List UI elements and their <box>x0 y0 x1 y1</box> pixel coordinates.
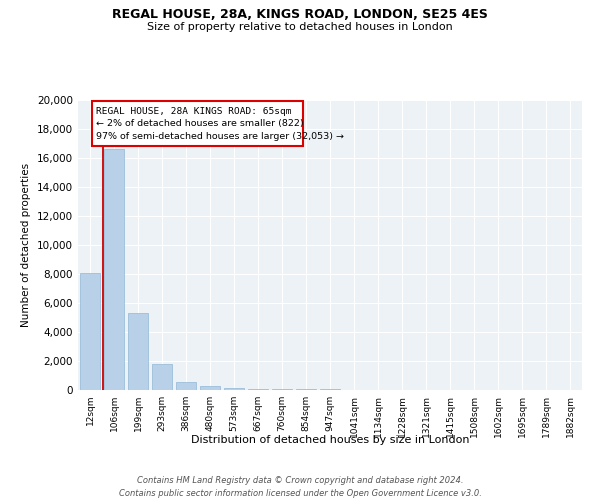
Bar <box>224 388 244 390</box>
Bar <box>248 388 268 390</box>
Text: Distribution of detached houses by size in London: Distribution of detached houses by size … <box>191 435 469 445</box>
Text: Contains HM Land Registry data © Crown copyright and database right 2024.
Contai: Contains HM Land Registry data © Crown c… <box>119 476 481 498</box>
Text: 97% of semi-detached houses are larger (32,053) →: 97% of semi-detached houses are larger (… <box>95 132 344 141</box>
Bar <box>80 272 100 390</box>
Bar <box>200 386 220 390</box>
Y-axis label: Number of detached properties: Number of detached properties <box>22 163 31 327</box>
Bar <box>152 364 172 390</box>
Text: ← 2% of detached houses are smaller (822): ← 2% of detached houses are smaller (822… <box>95 120 303 128</box>
Bar <box>176 382 196 390</box>
Bar <box>272 389 292 390</box>
Text: REGAL HOUSE, 28A, KINGS ROAD, LONDON, SE25 4ES: REGAL HOUSE, 28A, KINGS ROAD, LONDON, SE… <box>112 8 488 20</box>
FancyBboxPatch shape <box>92 102 303 146</box>
Bar <box>128 313 148 390</box>
Bar <box>104 150 124 390</box>
Text: REGAL HOUSE, 28A KINGS ROAD: 65sqm: REGAL HOUSE, 28A KINGS ROAD: 65sqm <box>95 106 291 116</box>
Text: Size of property relative to detached houses in London: Size of property relative to detached ho… <box>147 22 453 32</box>
